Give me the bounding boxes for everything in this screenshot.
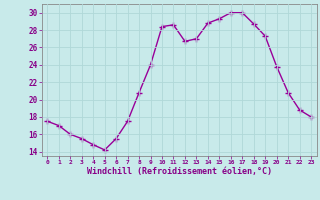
X-axis label: Windchill (Refroidissement éolien,°C): Windchill (Refroidissement éolien,°C) (87, 167, 272, 176)
